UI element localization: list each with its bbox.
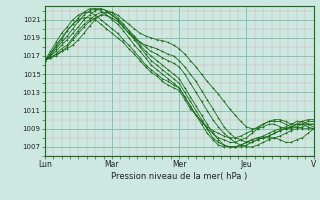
X-axis label: Pression niveau de la mer( hPa ): Pression niveau de la mer( hPa ) bbox=[111, 172, 247, 181]
